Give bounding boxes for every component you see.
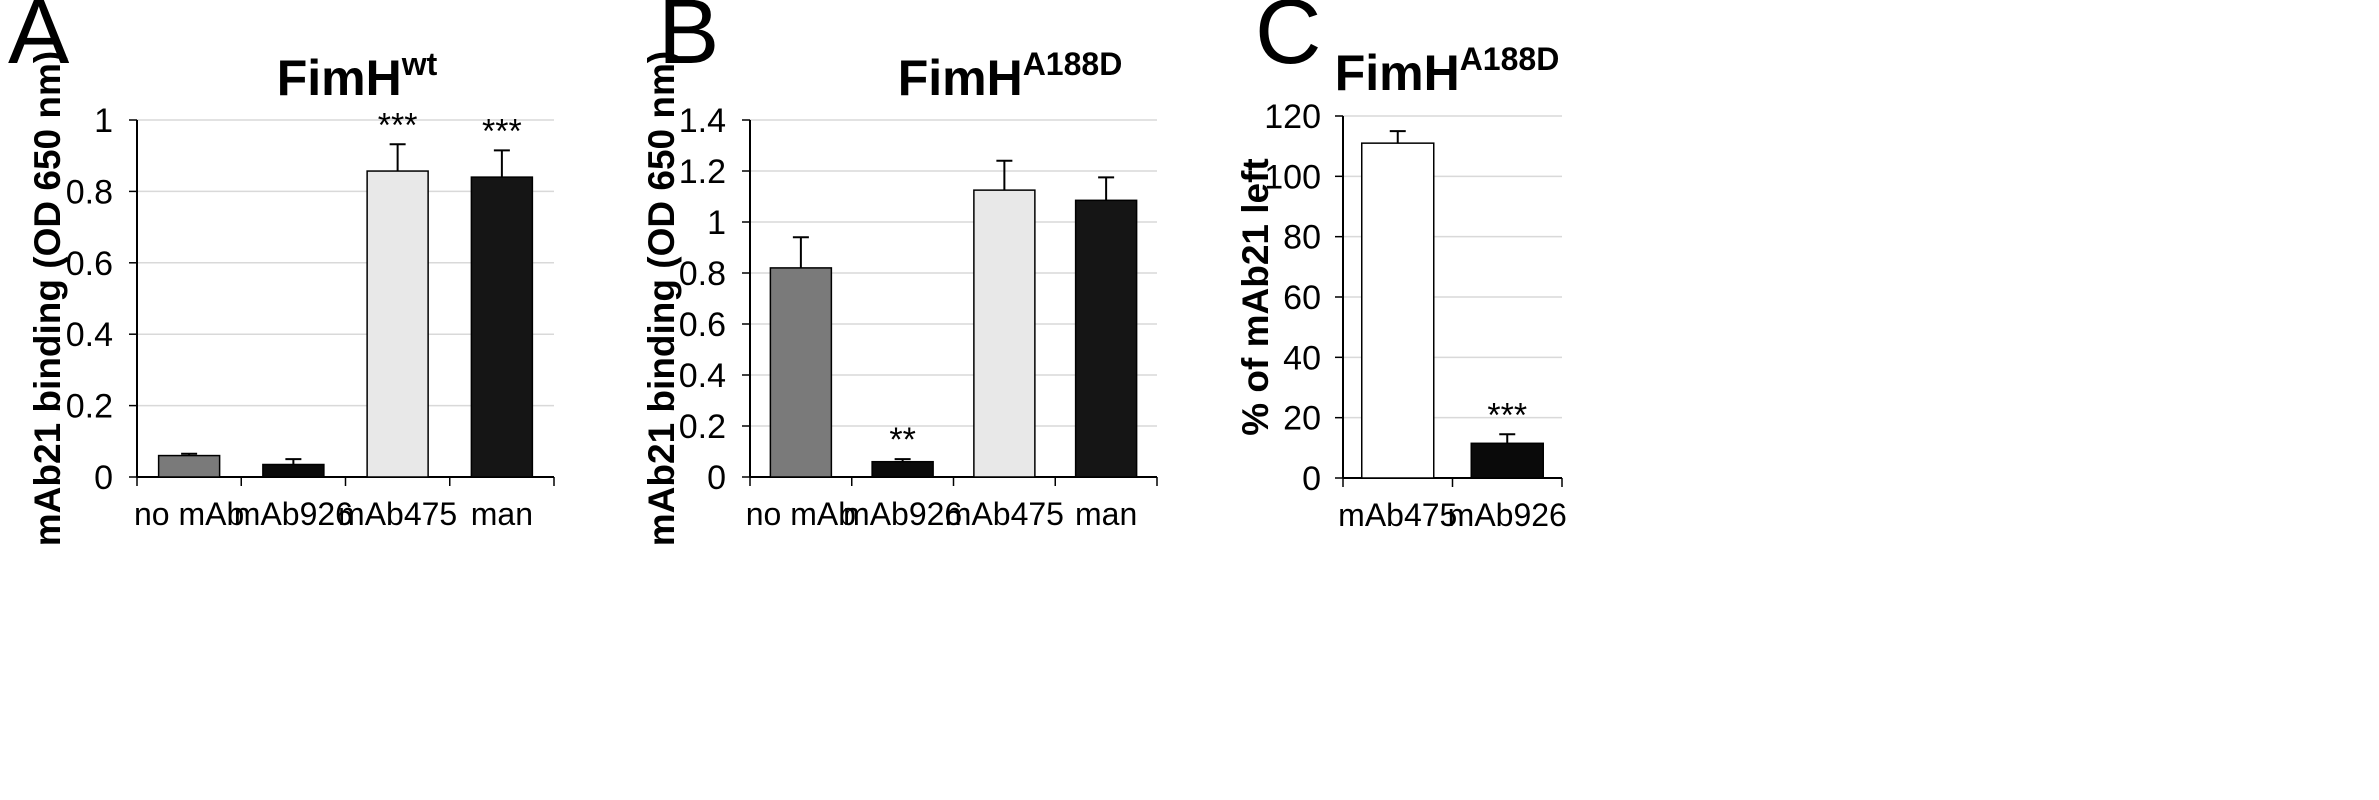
- y-tick-label: 0: [94, 459, 113, 497]
- significance-label: ***: [378, 106, 418, 144]
- bar: [1361, 142, 1435, 479]
- y-tick-label: 0.4: [679, 357, 726, 395]
- chart-title-main: FimH: [898, 50, 1023, 106]
- y-tick-label: 60: [1283, 279, 1321, 317]
- y-tick-label: 80: [1283, 219, 1321, 257]
- bar: [262, 463, 325, 478]
- panel-letter: C: [1255, 0, 1321, 83]
- y-tick-label: 0.8: [66, 173, 113, 211]
- y-tick-label: 0.4: [66, 316, 113, 354]
- x-tick-label: mAb475: [1338, 497, 1457, 533]
- y-tick-label: 0.8: [679, 255, 726, 293]
- x-tick-label: mAb475: [338, 496, 457, 532]
- chart-title: FimHA188D: [1335, 41, 1560, 101]
- x-tick-label: mAb926: [1448, 497, 1567, 533]
- y-axis-label: mAb21 binding (OD 650 nm): [641, 51, 682, 546]
- bar: [1074, 199, 1138, 478]
- x-tick-label: mAb926: [843, 496, 962, 532]
- y-axis-label: % of mAb21 left: [1235, 158, 1276, 436]
- chart-panel-a: A FimHwt 0 0.2 0.4 0.6 0.8 1 mAb21 binding (OD 6…: [8, 0, 555, 546]
- panel-letter: B: [658, 0, 719, 83]
- x-tick-label: no mAb: [746, 496, 856, 532]
- y-axis-label: mAb21 binding (OD 650 nm): [27, 51, 68, 546]
- bar: [366, 170, 429, 478]
- y-tick-label: 0: [707, 459, 726, 497]
- y-tick-label: 20: [1283, 400, 1321, 438]
- bar: [973, 189, 1036, 478]
- y-tick-label: 0: [1302, 460, 1321, 498]
- y-tick-label: 0.2: [66, 388, 113, 426]
- y-tick-label: 1.4: [679, 102, 726, 140]
- chart-title-superscript: wt: [401, 46, 438, 82]
- chart-title-superscript: A188D: [1023, 46, 1123, 82]
- chart-title: FimHwt: [277, 46, 438, 106]
- chart-panel-c: C FimHA188D 0 20 40 60 80 100 120 % of mAb21 left…: [1235, 0, 1567, 533]
- chart-title-main: FimH: [277, 50, 402, 106]
- x-tick-label: man: [471, 496, 533, 532]
- x-tick-label: no mAb: [134, 496, 244, 532]
- bar: [1470, 442, 1544, 479]
- bar: [157, 454, 221, 478]
- y-tick-label: 1: [94, 102, 113, 140]
- y-tick-label: 0.2: [679, 408, 726, 446]
- chart-title-superscript: A188D: [1460, 41, 1560, 77]
- chart-title: FimHA188D: [898, 46, 1123, 106]
- panel-letter: A: [8, 0, 70, 83]
- x-tick-label: mAb475: [945, 496, 1064, 532]
- x-tick-label: man: [1075, 496, 1137, 532]
- y-tick-label: 0.6: [679, 306, 726, 344]
- significance-label: **: [889, 421, 915, 459]
- y-tick-label: 100: [1264, 158, 1321, 196]
- bar: [470, 176, 534, 478]
- y-tick-label: 0.6: [66, 245, 113, 283]
- y-tick-label: 1: [707, 204, 726, 242]
- chart-title-main: FimH: [1335, 45, 1460, 101]
- bar: [871, 460, 934, 478]
- y-tick-label: 120: [1264, 98, 1321, 136]
- bar: [769, 267, 833, 478]
- significance-label: ***: [1487, 396, 1527, 434]
- y-tick-label: 1.2: [679, 153, 726, 191]
- y-tick-label: 40: [1283, 339, 1321, 377]
- x-tick-label: mAb926: [234, 496, 353, 532]
- significance-label: ***: [482, 112, 522, 150]
